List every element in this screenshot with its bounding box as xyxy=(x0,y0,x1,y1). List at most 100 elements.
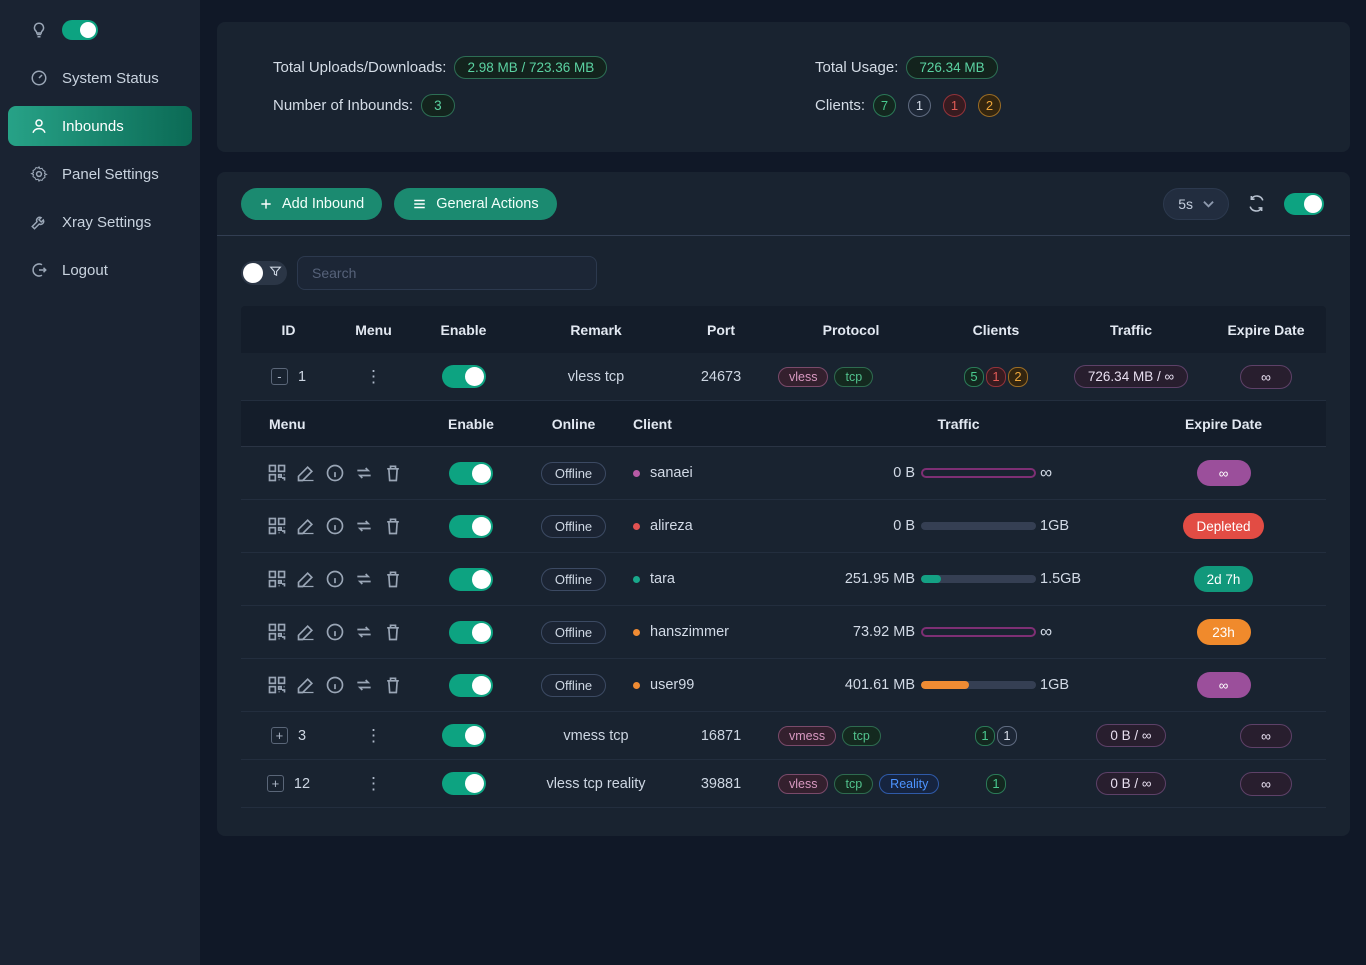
info-icon[interactable] xyxy=(325,675,345,695)
user-icon xyxy=(30,117,48,135)
row-menu-button[interactable]: ⋮ xyxy=(365,725,382,745)
client-row: Offline alireza 0 B 1GB Depleted xyxy=(241,500,1326,553)
search-input[interactable] xyxy=(297,256,597,290)
client-row: Offline tara 251.95 MB 1.5GB 2d 7h xyxy=(241,553,1326,606)
protocol-tag: tcp xyxy=(834,366,874,387)
client-enable-toggle[interactable] xyxy=(449,514,493,538)
client-enable-toggle[interactable] xyxy=(449,461,493,485)
refresh-interval-value: 5s xyxy=(1178,195,1193,212)
traffic-used: 73.92 MB xyxy=(852,624,915,640)
qr-code-icon[interactable] xyxy=(267,675,287,695)
toggle-knob xyxy=(243,263,263,283)
inbound-remark: vmess tcp xyxy=(563,727,629,744)
stat-clients: Clients: 7 1 1 2 xyxy=(815,86,1350,124)
row-menu-button[interactable]: ⋮ xyxy=(365,773,382,793)
inbound-id: 3 xyxy=(297,727,307,744)
edit-icon[interactable] xyxy=(296,569,316,589)
sidebar-item-inbounds[interactable]: Inbounds xyxy=(8,106,192,146)
delete-icon[interactable] xyxy=(383,463,403,483)
expand-row-button[interactable]: + xyxy=(270,727,288,744)
info-icon[interactable] xyxy=(325,463,345,483)
client-row: Offline hanszimmer 73.92 MB ∞ 23h xyxy=(241,606,1326,659)
inbound-enable-toggle[interactable] xyxy=(441,724,486,747)
qr-code-icon[interactable] xyxy=(267,463,287,483)
client-enable-toggle[interactable] xyxy=(449,673,493,697)
sidebar-item-panel-settings[interactable]: Panel Settings xyxy=(8,154,192,194)
dark-theme-toggle[interactable] xyxy=(62,20,98,40)
traffic-limit: 1GB xyxy=(1040,518,1070,534)
clients-count-expiring-badge: 2 xyxy=(978,93,1002,117)
client-enable-toggle[interactable] xyxy=(449,567,493,591)
row-menu-button[interactable]: ⋮ xyxy=(365,366,382,386)
client-enable-toggle[interactable] xyxy=(449,620,493,644)
reset-traffic-icon[interactable] xyxy=(354,463,374,483)
sidebar-item-label: Inbounds xyxy=(62,117,124,135)
reset-traffic-icon[interactable] xyxy=(354,675,374,695)
delete-icon[interactable] xyxy=(383,516,403,536)
traffic-used: 401.61 MB xyxy=(844,677,915,693)
info-icon[interactable] xyxy=(325,569,345,589)
traffic-bar xyxy=(921,575,1036,583)
refresh-icon[interactable] xyxy=(1247,194,1266,213)
filter-depleted-toggle[interactable] xyxy=(241,261,287,285)
reset-traffic-icon[interactable] xyxy=(354,622,374,642)
client-count-badge: 1 xyxy=(997,725,1017,746)
info-icon[interactable] xyxy=(325,516,345,536)
stat-label: Number of Inbounds: xyxy=(273,96,414,114)
inbound-traffic-pill: 0 B / ∞ xyxy=(1096,772,1166,795)
theme-row xyxy=(8,14,192,50)
sidebar-item-label: Logout xyxy=(62,261,108,279)
delete-icon[interactable] xyxy=(383,675,403,695)
collapse-row-button[interactable]: - xyxy=(270,368,288,385)
inbound-enable-toggle[interactable] xyxy=(441,365,486,388)
general-actions-button[interactable]: General Actions xyxy=(394,187,557,220)
traffic-used: 0 B xyxy=(893,518,915,534)
edit-icon[interactable] xyxy=(296,463,316,483)
stat-label: Clients: xyxy=(815,96,866,114)
delete-icon[interactable] xyxy=(383,622,403,642)
reset-traffic-icon[interactable] xyxy=(354,516,374,536)
col-header-clients: Clients xyxy=(972,321,1020,338)
add-inbound-button[interactable]: Add Inbound xyxy=(241,187,383,220)
sidebar-item-logout[interactable]: Logout xyxy=(8,250,192,290)
logout-icon xyxy=(30,261,48,279)
stat-number-of-inbounds: Number of Inbounds: 3 xyxy=(273,86,815,124)
col-header-enable: Enable xyxy=(448,415,494,432)
wrench-icon xyxy=(30,213,48,231)
traffic-bar xyxy=(921,468,1036,478)
edit-icon[interactable] xyxy=(296,622,316,642)
toolbar: Add Inbound General Actions 5s xyxy=(217,172,1350,236)
client-count-badge: 1 xyxy=(975,725,995,746)
col-header-enable: Enable xyxy=(440,321,487,338)
inbound-remark: vless tcp reality xyxy=(546,775,646,792)
qr-code-icon[interactable] xyxy=(267,516,287,536)
edit-icon[interactable] xyxy=(296,675,316,695)
chevron-down-icon xyxy=(1203,200,1214,208)
inbound-expire-pill: ∞ xyxy=(1240,771,1292,796)
inbound-enable-toggle[interactable] xyxy=(441,772,486,795)
delete-icon[interactable] xyxy=(383,569,403,589)
reset-traffic-icon[interactable] xyxy=(354,569,374,589)
col-header-menu: Menu xyxy=(269,415,306,432)
sidebar-item-system-status[interactable]: System Status xyxy=(8,58,192,98)
sidebar-item-xray-settings[interactable]: Xray Settings xyxy=(8,202,192,242)
col-header-traffic: Traffic xyxy=(1109,321,1152,338)
qr-code-icon[interactable] xyxy=(267,569,287,589)
info-icon[interactable] xyxy=(325,622,345,642)
edit-icon[interactable] xyxy=(296,516,316,536)
inbounds-table-header: ID Menu Enable Remark Port Protocol Clie… xyxy=(241,306,1326,353)
auto-refresh-toggle[interactable] xyxy=(1284,192,1324,215)
client-color-dot xyxy=(633,628,640,636)
protocol-tag: vless xyxy=(778,366,829,387)
expire-badge: ∞ xyxy=(1196,460,1251,486)
refresh-interval-select[interactable]: 5s xyxy=(1163,187,1229,220)
inbound-expire-pill: ∞ xyxy=(1240,723,1292,748)
qr-code-icon[interactable] xyxy=(267,622,287,642)
col-header-menu: Menu xyxy=(355,321,392,338)
expire-badge: 2d 7h xyxy=(1193,566,1254,592)
inbound-expire-pill: ∞ xyxy=(1240,364,1292,389)
stats-card: Total Uploads/Downloads: 2.98 MB / 723.3… xyxy=(217,22,1350,152)
inbound-port: 39881 xyxy=(700,775,742,792)
dashboard-icon xyxy=(30,69,48,87)
expand-row-button[interactable]: + xyxy=(266,775,284,792)
